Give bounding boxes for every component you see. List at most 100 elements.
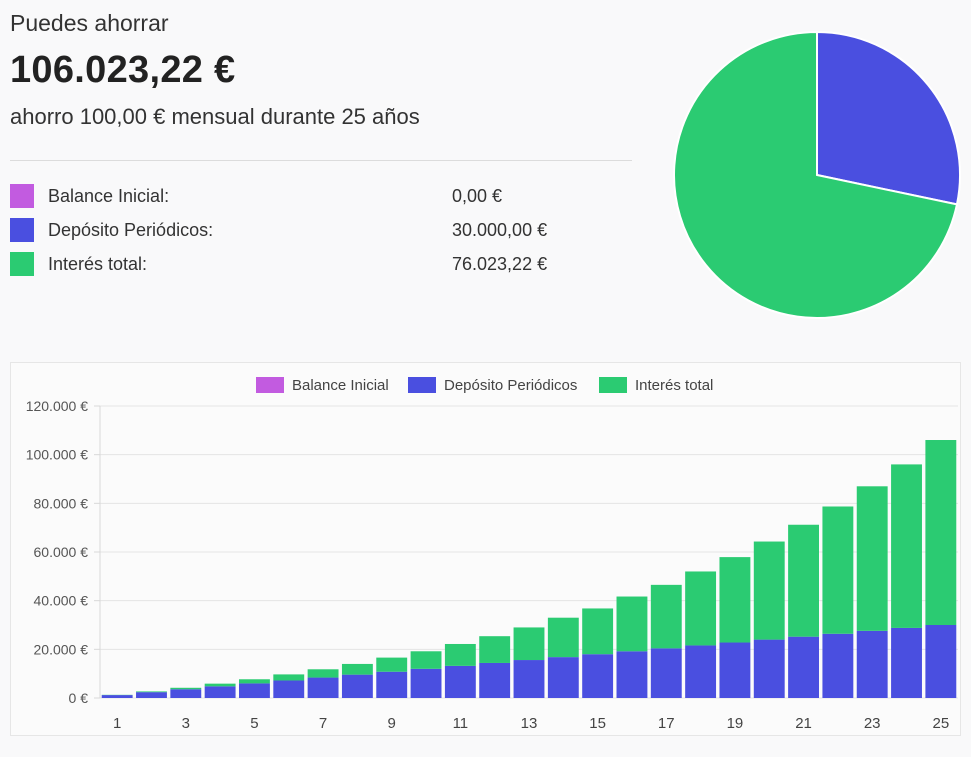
breakdown-row-initial-balance: Balance Inicial: 0,00 €: [10, 179, 632, 213]
x-tick-label: 23: [864, 715, 881, 732]
bar-interés-total-6[interactable]: [273, 674, 305, 681]
breakdown-value: 76.023,22 €: [452, 253, 548, 274]
bar-interés-total-9[interactable]: [376, 657, 408, 672]
bar-depósito-periódicos-19[interactable]: [719, 642, 751, 698]
pie-chart: [672, 30, 962, 320]
x-tick-label: 1: [113, 715, 121, 732]
bar-depósito-periódicos-13[interactable]: [513, 660, 545, 698]
x-tick-label: 3: [182, 715, 190, 732]
y-tick-label: 60.000 €: [34, 544, 89, 560]
bar-depósito-periódicos-8[interactable]: [341, 674, 373, 698]
x-tick-label: 5: [250, 715, 258, 732]
bar-interés-total-19[interactable]: [719, 557, 751, 643]
bar-interés-total-8[interactable]: [341, 663, 373, 675]
legend-swatch: [599, 377, 627, 393]
legend-swatch: [408, 377, 436, 393]
breakdown-name: Depósito Periódicos:: [48, 219, 214, 240]
total-interest-swatch: [10, 252, 34, 276]
bar-depósito-periódicos-12[interactable]: [479, 662, 511, 698]
x-tick-label: 17: [658, 715, 675, 732]
summary-label: Puedes ahorrar: [10, 10, 169, 36]
bar-interés-total-7[interactable]: [307, 669, 339, 678]
x-tick-label: 11: [453, 715, 469, 732]
stacked-bar-chart: Balance Inicial Depósito Periódicos Interé…: [10, 362, 961, 736]
y-tick-label: 100.000 €: [26, 447, 88, 463]
bar-interés-total-22[interactable]: [822, 506, 854, 634]
bar-depósito-periódicos-5[interactable]: [238, 683, 270, 698]
breakdown-row-periodic-deposits: Depósito Periódicos: 30.000,00 €: [10, 213, 632, 247]
breakdown-row-total-interest: Interés total: 76.023,22 €: [10, 247, 632, 281]
legend-item-interés-total[interactable]: Interés total: [599, 377, 713, 394]
bar-interés-total-21[interactable]: [788, 524, 820, 637]
y-tick-label: 80.000 €: [34, 495, 89, 511]
legend-label: Balance Inicial: [292, 377, 389, 394]
bar-depósito-periódicos-21[interactable]: [788, 636, 820, 698]
y-tick-label: 40.000 €: [34, 593, 89, 609]
bar-interés-total-23[interactable]: [856, 486, 888, 631]
breakdown-table: Balance Inicial: 0,00 € Depósito Periódi…: [10, 179, 632, 281]
bar-depósito-periódicos-17[interactable]: [650, 648, 682, 698]
x-tick-label: 9: [388, 715, 396, 732]
bar-depósito-periódicos-10[interactable]: [410, 668, 442, 698]
bar-depósito-periódicos-11[interactable]: [444, 665, 476, 698]
y-tick-label: 120.000 €: [26, 398, 88, 414]
bar-interés-total-5[interactable]: [238, 679, 270, 684]
bar-depósito-periódicos-2[interactable]: [136, 692, 167, 698]
pie-slice-depósito-periódicos: [816, 30, 961, 206]
savings-summary: Puedes ahorrar 106.023,22 € ahorro 100,0…: [10, 8, 632, 281]
x-tick-label: 25: [932, 715, 949, 732]
legend-label: Depósito Periódicos: [444, 377, 577, 394]
legend-label: Interés total: [635, 377, 713, 394]
legend-swatch: [256, 377, 284, 393]
bar-interés-total-24[interactable]: [891, 464, 922, 628]
bar-depósito-periódicos-15[interactable]: [582, 654, 614, 698]
bar-interés-total-12[interactable]: [479, 636, 511, 663]
breakdown-value: 0,00 €: [452, 185, 503, 206]
bar-depósito-periódicos-24[interactable]: [891, 627, 922, 698]
bar-depósito-periódicos-18[interactable]: [685, 645, 717, 698]
bar-interés-total-4[interactable]: [204, 683, 236, 687]
bar-interés-total-25[interactable]: [925, 440, 957, 625]
bar-depósito-periódicos-25[interactable]: [925, 625, 957, 698]
bar-interés-total-10[interactable]: [410, 651, 442, 669]
bar-interés-total-2[interactable]: [136, 691, 167, 693]
pie-slice-interés-total: [673, 30, 959, 319]
bar-interés-total-13[interactable]: [513, 627, 545, 661]
bar-depósito-periódicos-16[interactable]: [616, 651, 648, 698]
bar-depósito-periódicos-6[interactable]: [273, 680, 305, 698]
bar-interés-total-3[interactable]: [170, 687, 202, 690]
bar-depósito-periódicos-1[interactable]: [101, 695, 133, 698]
bar-interés-total-20[interactable]: [753, 541, 785, 640]
legend-item-depósito-periódicos[interactable]: Depósito Periódicos: [408, 377, 577, 394]
bar-interés-total-15[interactable]: [582, 608, 614, 655]
breakdown-name: Interés total:: [48, 253, 148, 274]
periodic-deposits-swatch: [10, 218, 34, 242]
y-tick-label: 0 €: [69, 690, 89, 706]
bar-interés-total-17[interactable]: [650, 584, 682, 649]
bar-interés-total-18[interactable]: [685, 571, 717, 646]
bar-depósito-periódicos-7[interactable]: [307, 677, 339, 698]
initial-balance-swatch: [10, 184, 34, 208]
bar-chart-svg: Balance Inicial Depósito Periódicos Interé…: [26, 377, 958, 732]
x-tick-label: 13: [521, 715, 538, 732]
bar-depósito-periódicos-20[interactable]: [753, 639, 785, 698]
bar-depósito-periódicos-22[interactable]: [822, 633, 854, 698]
breakdown-name: Balance Inicial:: [48, 185, 170, 206]
divider: [10, 160, 632, 161]
y-tick-label: 20.000 €: [34, 641, 89, 657]
x-tick-label: 19: [727, 715, 744, 732]
legend-item-balance-inicial[interactable]: Balance Inicial: [256, 377, 389, 394]
bar-depósito-periódicos-9[interactable]: [376, 671, 408, 698]
bar-depósito-periódicos-14[interactable]: [547, 657, 579, 698]
pie-chart-svg: [673, 30, 961, 319]
total-savings-amount: 106.023,22 €: [10, 49, 236, 91]
breakdown-value: 30.000,00 €: [452, 219, 548, 240]
bar-depósito-periódicos-4[interactable]: [204, 686, 236, 698]
x-tick-label: 15: [589, 715, 606, 732]
bar-interés-total-14[interactable]: [547, 617, 579, 658]
bar-depósito-periódicos-23[interactable]: [856, 630, 888, 698]
bar-interés-total-11[interactable]: [444, 643, 476, 666]
summary-description: ahorro 100,00 € mensual durante 25 años: [10, 104, 420, 129]
bar-interés-total-16[interactable]: [616, 596, 648, 652]
bar-depósito-periódicos-3[interactable]: [170, 689, 202, 698]
